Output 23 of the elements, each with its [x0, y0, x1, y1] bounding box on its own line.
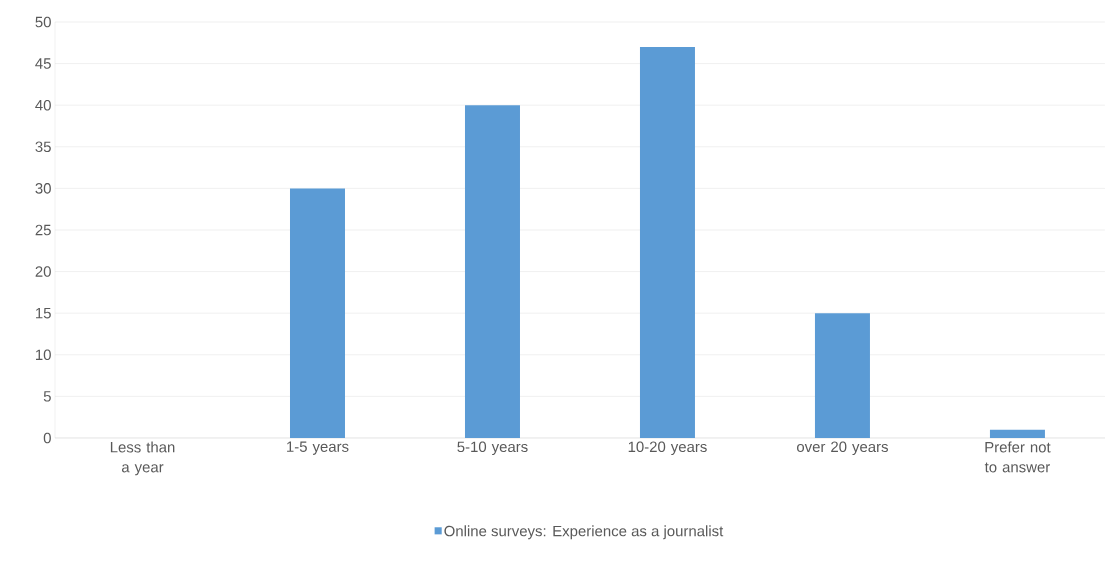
y-tick-label: 25 — [35, 224, 51, 236]
y-tick-label: 35 — [35, 141, 51, 153]
x-tick-label: 10-20 years — [628, 441, 707, 456]
y-tick-label: 15 — [36, 307, 51, 319]
x-tick-label: Less than a year — [110, 441, 175, 476]
y-tick-label: 30 — [35, 183, 51, 194]
y-tick-label: 40 — [35, 99, 51, 111]
y-tick-label: 45 — [35, 58, 51, 69]
y-tick-label: 10 — [36, 349, 51, 361]
x-tick-label: over 20 years — [796, 441, 888, 456]
bar — [639, 46, 695, 438]
y-tick-label: 0 — [43, 432, 51, 444]
legend-label: Online surveys: Experience as a journalist — [444, 525, 724, 540]
x-tick-label: 5-10 years — [457, 441, 528, 456]
x-tick-label: Prefer not to answer — [984, 441, 1051, 473]
bar — [289, 188, 345, 438]
y-tick-label: 50 — [35, 16, 51, 28]
bar — [464, 105, 520, 438]
bar — [989, 429, 1045, 438]
y-tick-label: 5 — [43, 391, 51, 402]
x-tick-label: 1-5 years — [287, 441, 349, 455]
y-tick-label: 20 — [35, 266, 51, 277]
bar — [814, 313, 870, 438]
